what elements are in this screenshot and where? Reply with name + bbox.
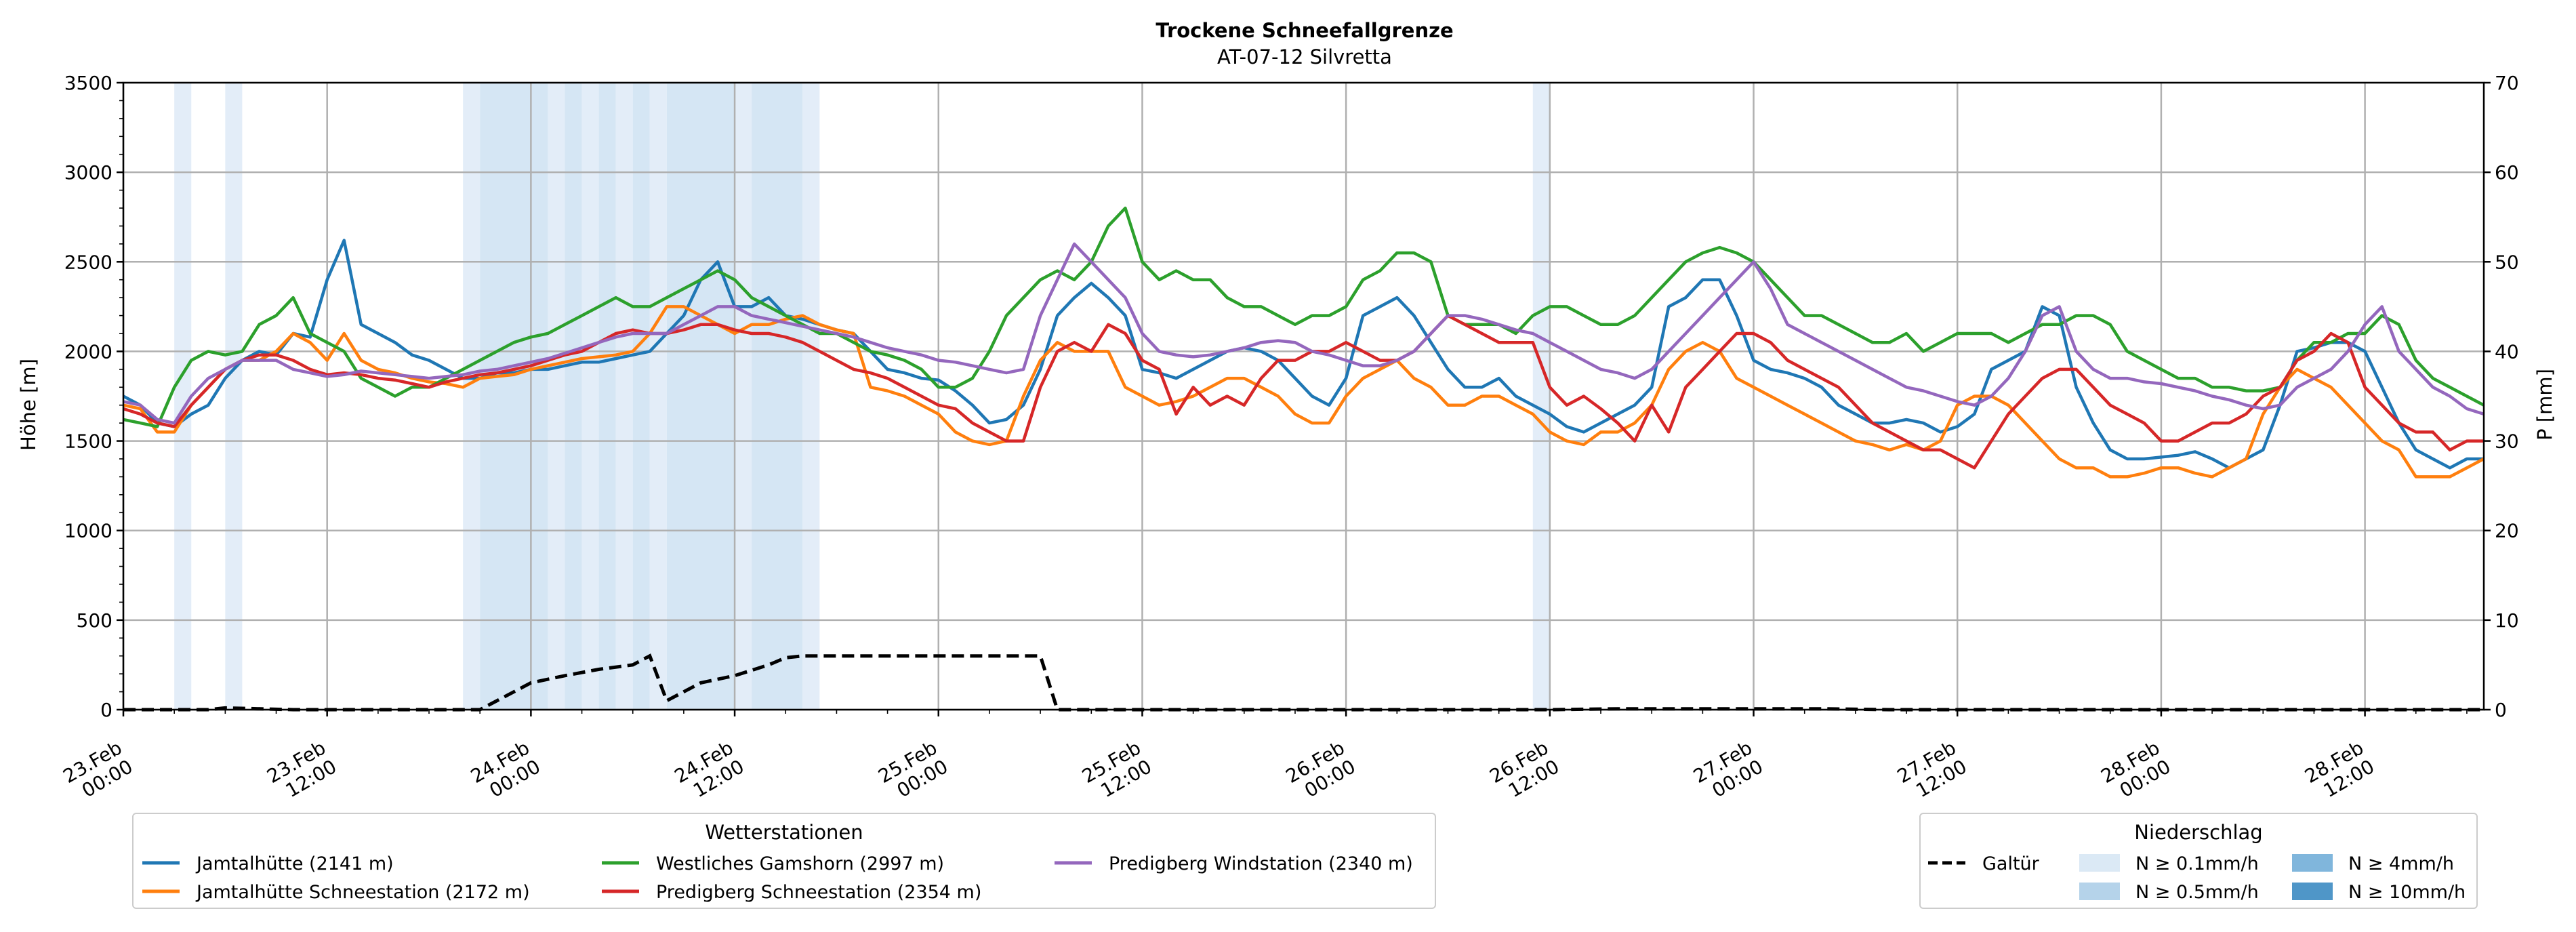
series-line-1	[123, 305, 2485, 479]
precip-band-14	[802, 83, 820, 710]
y-tick-label-right: 30	[2495, 430, 2519, 453]
y-tick-label-right: 60	[2495, 161, 2519, 184]
y-tick-label-left: 1000	[64, 520, 113, 542]
station-legend: Wetterstationen Jamtalhütte (2141 m)Jamt…	[132, 813, 1436, 909]
precip-band-15	[1532, 83, 1550, 710]
precip-band-2	[463, 83, 481, 710]
station-legend-entries: Jamtalhütte (2141 m) Jamtalhütte Schneest…	[142, 853, 1413, 903]
precip-legend-swatch-1	[2079, 854, 2120, 872]
precip-band-10	[649, 83, 667, 710]
precip-legend-swatch-2	[2079, 883, 2120, 900]
precip-legend: Niederschlag Galtür N ≥ 0.1mm/h N ≥ 0.5mm/…	[1919, 813, 2478, 909]
precip-band-6	[581, 83, 599, 710]
precip-legend-label-4: N ≥ 10mm/h	[2348, 882, 2466, 903]
y-axis-label-right: P [mm]	[2533, 369, 2556, 441]
precip-legend-title: Niederschlag	[2134, 821, 2262, 844]
y-tick-label-right: 10	[2495, 609, 2519, 632]
precip-band-1	[225, 83, 243, 710]
legend-label-1: Jamtalhütte Schneestation (2172 m)	[195, 882, 530, 903]
y-tick-label-left: 3000	[64, 161, 113, 184]
precip-band-9	[632, 83, 650, 710]
precip-band-13	[752, 83, 803, 710]
precip-legend-entries: Galtür N ≥ 0.1mm/h N ≥ 0.5mm/h N ≥ 4mm/h N ≥…	[1928, 853, 2466, 903]
y-tick-label-right: 20	[2495, 520, 2519, 542]
legend-label-4: Predigberg Windstation (2340 m)	[1109, 853, 1413, 874]
precip-legend-swatch-3	[2292, 854, 2333, 872]
y-axis-label-left: Höhe [m]	[17, 359, 40, 451]
precipitation-bands	[174, 83, 1550, 710]
y-tick-label-left: 3500	[64, 72, 113, 94]
y-tick-label-right: 40	[2495, 340, 2519, 363]
series-line-3	[123, 314, 2484, 470]
y-tick-label-right: 50	[2495, 251, 2519, 273]
y-tick-label-left: 2500	[64, 251, 113, 273]
precip-band-11	[666, 83, 735, 710]
legend-label-2: Westliches Gamshorn (2997 m)	[656, 853, 944, 874]
y-tick-label-left: 1500	[64, 430, 113, 453]
y-tick-label-right: 70	[2495, 72, 2519, 94]
precip-band-12	[735, 83, 752, 710]
y-tick-label-left: 0	[100, 699, 113, 721]
precip-legend-label-3: N ≥ 4mm/h	[2348, 853, 2454, 874]
y-tick-label-right: 0	[2495, 699, 2507, 721]
series-line-2	[123, 206, 2485, 428]
legend-label-3: Predigberg Schneestation (2354 m)	[656, 882, 981, 903]
precip-band-8	[615, 83, 633, 710]
precip-band-4	[548, 83, 565, 710]
precip-legend-label-1: N ≥ 0.1mm/h	[2135, 853, 2259, 874]
y-tick-label-left: 500	[77, 609, 113, 632]
station-legend-title: Wetterstationen	[705, 821, 863, 844]
series-line-4	[123, 242, 2485, 425]
axes: 0 500 1000 1500 2000 2500 3000 3500 0 10 20 30 40 50 6…	[59, 72, 2519, 802]
precip-band-7	[598, 83, 616, 710]
chart-subtitle: AT-07-12 Silvretta	[1217, 45, 1392, 68]
precip-band-5	[565, 83, 582, 710]
precip-legend-swatch-4	[2292, 883, 2333, 900]
precip-legend-label-0: Galtür	[1982, 853, 2040, 874]
y-tick-label-left: 2000	[64, 340, 113, 363]
plot-frame	[122, 81, 2485, 711]
precip-legend-label-2: N ≥ 0.5mm/h	[2135, 882, 2259, 903]
legend-label-0: Jamtalhütte (2141 m)	[195, 853, 394, 874]
precip-band-0	[174, 83, 192, 710]
chart-title: Trockene Schneefallgrenze	[1156, 19, 1453, 42]
precip-band-3	[480, 83, 548, 710]
